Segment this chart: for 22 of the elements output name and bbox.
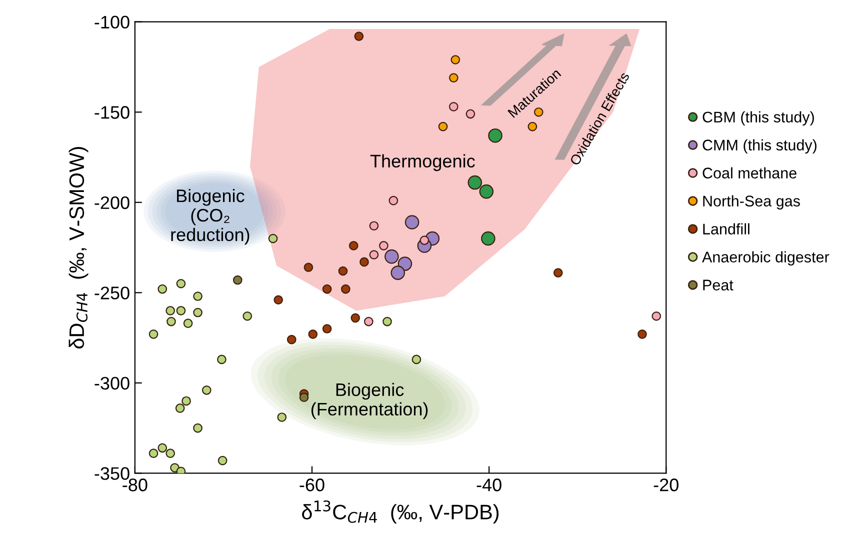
x-tick-label: -20 xyxy=(654,478,678,492)
x-axis-title: δ$^{13}$C$_{CH4}$ (‰, V-PDB) xyxy=(302,500,499,524)
x-tick-label: -80 xyxy=(122,478,148,492)
legend-label: Anaerobic digester xyxy=(702,251,830,266)
y-tick-label: -150 xyxy=(94,106,130,119)
annotation: Biogenic (Fermentation) xyxy=(311,382,428,420)
legend-label: Coal methane xyxy=(702,167,796,178)
legend-label: Peat xyxy=(703,280,734,290)
legend-label: CMM (this study) xyxy=(702,139,816,154)
y-axis-title: δD$_{CH4}$ (‰, V-SMOW) xyxy=(68,147,88,349)
y-tick-label: -350 xyxy=(94,467,130,480)
y-tick-label: -250 xyxy=(94,286,130,300)
y-tick-label: -100 xyxy=(94,16,130,29)
annotation: Biogenic (CO₂ reduction) xyxy=(171,188,250,245)
annotation: Thermogenic xyxy=(370,154,475,172)
x-tick-label: -40 xyxy=(476,478,502,492)
legend-label: Landfill xyxy=(703,223,750,234)
legend-label: CBM (this study) xyxy=(702,111,814,126)
x-tick-label: -60 xyxy=(300,478,324,492)
y-tick-label: -300 xyxy=(94,376,130,390)
y-tick-label: -200 xyxy=(94,196,130,210)
legend-label: North-Sea gas xyxy=(703,195,800,210)
